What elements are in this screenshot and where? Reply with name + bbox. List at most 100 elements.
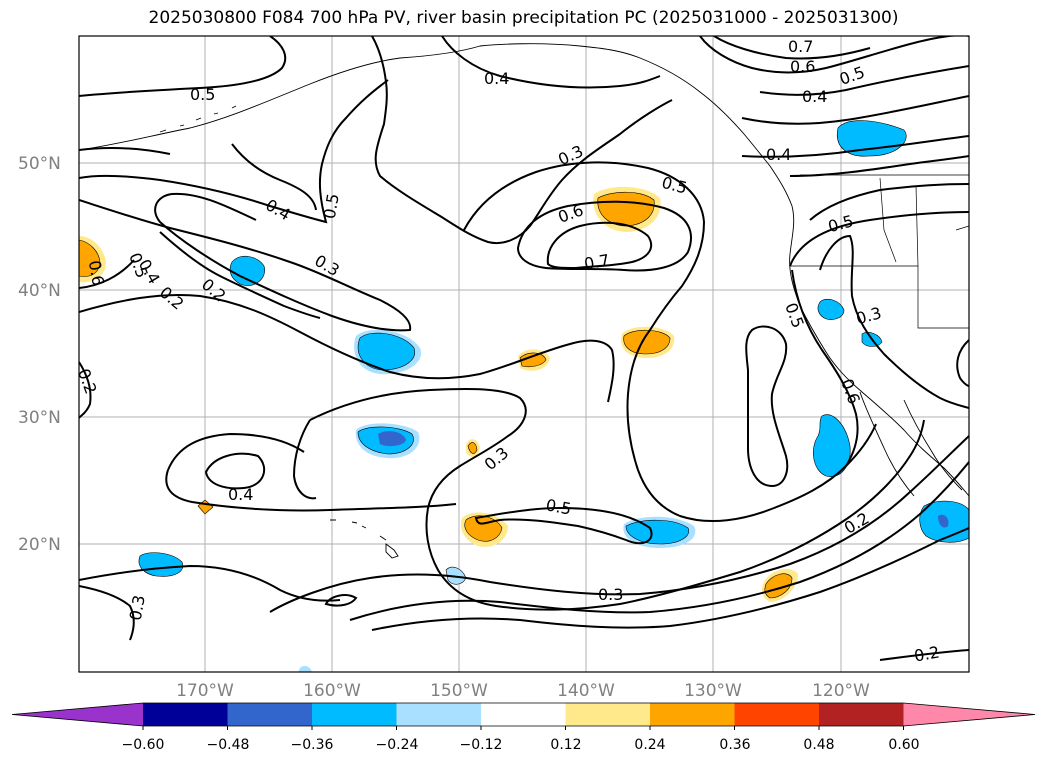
colorbar-extend-left	[12, 703, 143, 726]
contour-line	[309, 387, 925, 611]
contour-line	[324, 594, 358, 607]
contour-line	[79, 36, 287, 97]
colorbar-segment	[312, 703, 397, 726]
contour-label: 0.4	[802, 87, 827, 106]
colorbar-tick-labels: −0.60 −0.48 −0.36 −0.24 −0.12 0.12 0.24 …	[122, 737, 920, 753]
contour-line	[819, 234, 969, 409]
colorbar-tick-label: −0.60	[122, 737, 165, 753]
lon-tick-label: 150°W	[430, 681, 488, 701]
contour-line	[789, 155, 969, 177]
contour-label: 0.5	[544, 495, 572, 518]
colorbar	[11, 702, 1036, 730]
contour-line	[713, 36, 871, 60]
contour-label: 0.5	[190, 85, 215, 104]
colorbar-segment	[565, 703, 651, 726]
shade-blob	[79, 239, 101, 277]
colorbar-segment	[227, 703, 313, 726]
shade-blob	[625, 519, 690, 545]
contour-line	[745, 325, 789, 488]
contour-line	[79, 585, 135, 641]
contour-label: 0.2	[74, 366, 101, 396]
colorbar-extend-right	[903, 703, 1035, 726]
contour-line	[759, 65, 969, 96]
shade-blob	[357, 332, 415, 371]
contour-line	[269, 435, 969, 613]
lon-tick-label: 160°W	[303, 681, 361, 701]
contour-line	[79, 146, 171, 155]
colorbar-tick-label: 0.12	[550, 737, 581, 753]
lat-tick-labels: 50°N 40°N 30°N 20°N	[18, 154, 61, 555]
contour-line	[79, 192, 412, 332]
contour-line	[292, 419, 317, 500]
colorbar-segment	[734, 703, 820, 726]
contour-line	[441, 36, 661, 89]
shade-blob	[229, 255, 265, 286]
lat-tick-label: 20°N	[18, 535, 61, 555]
contour-line	[159, 231, 321, 319]
colorbar-segment	[819, 703, 904, 726]
shade-blob	[467, 442, 478, 454]
shade-blob	[378, 431, 406, 447]
contour-label: 0.2	[913, 642, 941, 665]
contour-line	[79, 259, 135, 289]
contour-line	[463, 161, 877, 522]
contour-line	[204, 452, 266, 490]
contour-line	[789, 211, 969, 267]
contour-line	[474, 506, 653, 545]
colorbar-tick-label: −0.24	[376, 737, 419, 753]
contour-line	[371, 527, 969, 631]
contour-label: 0.7	[788, 37, 813, 56]
coast-inland-inlet	[859, 391, 915, 497]
shade-blob	[623, 329, 671, 355]
lon-tick-label: 170°W	[176, 681, 234, 701]
contour-line	[809, 183, 969, 221]
contour-label: 0.4	[484, 69, 509, 88]
colorbar-tick-label: −0.36	[291, 737, 334, 753]
contour-line	[791, 269, 859, 467]
contour-line	[79, 361, 92, 419]
contour-line	[741, 135, 969, 158]
colorbar-tick-label: 0.60	[888, 737, 919, 753]
contour-label: 0.3	[126, 594, 149, 622]
contour-line	[167, 432, 305, 471]
contour-label: 0.6	[790, 57, 815, 76]
contour-line	[879, 649, 969, 661]
colorbar-segment	[396, 703, 482, 726]
contour-label: 0.3	[598, 585, 623, 604]
colorbar-tick-label: −0.48	[207, 737, 250, 753]
colorbar-tick-label: 0.24	[634, 737, 665, 753]
contour-label: 0.5	[320, 192, 343, 220]
lat-tick-label: 40°N	[18, 281, 61, 301]
shade-blob	[519, 352, 547, 368]
contour-line	[546, 221, 653, 270]
contour-line	[79, 293, 615, 403]
contour-line	[956, 339, 969, 387]
contour-line	[79, 79, 389, 224]
alaska-coast	[79, 43, 969, 497]
contour-label: 0.4	[766, 145, 791, 164]
contour-line	[741, 95, 969, 125]
contour-line	[349, 461, 969, 621]
shade-blob	[813, 414, 851, 477]
contour-line	[231, 143, 317, 211]
map-frame	[78, 35, 970, 673]
shade-blob	[298, 665, 312, 672]
lon-tick-labels: 170°W 160°W 150°W 140°W 130°W 120°W	[176, 681, 870, 701]
contour-line	[79, 564, 341, 602]
shade-blob	[817, 298, 845, 320]
contour-label: 0.7	[583, 250, 611, 273]
colorbar-tick-label: −0.12	[460, 737, 503, 753]
shade-blob	[138, 552, 184, 577]
contour-line	[516, 200, 692, 272]
island-chain	[159, 105, 237, 133]
colorbar-segment	[650, 703, 735, 726]
negative-precip-shading	[138, 120, 969, 672]
contour-label: 0.6	[85, 259, 108, 287]
lon-tick-label: 120°W	[812, 681, 870, 701]
lon-tick-label: 140°W	[557, 681, 615, 701]
pv-contours	[79, 36, 969, 661]
contour-line	[165, 469, 457, 512]
contour-label: 0.4	[228, 485, 253, 504]
lat-tick-label: 30°N	[18, 408, 61, 428]
colorbar-tick-label: 0.48	[803, 737, 834, 753]
